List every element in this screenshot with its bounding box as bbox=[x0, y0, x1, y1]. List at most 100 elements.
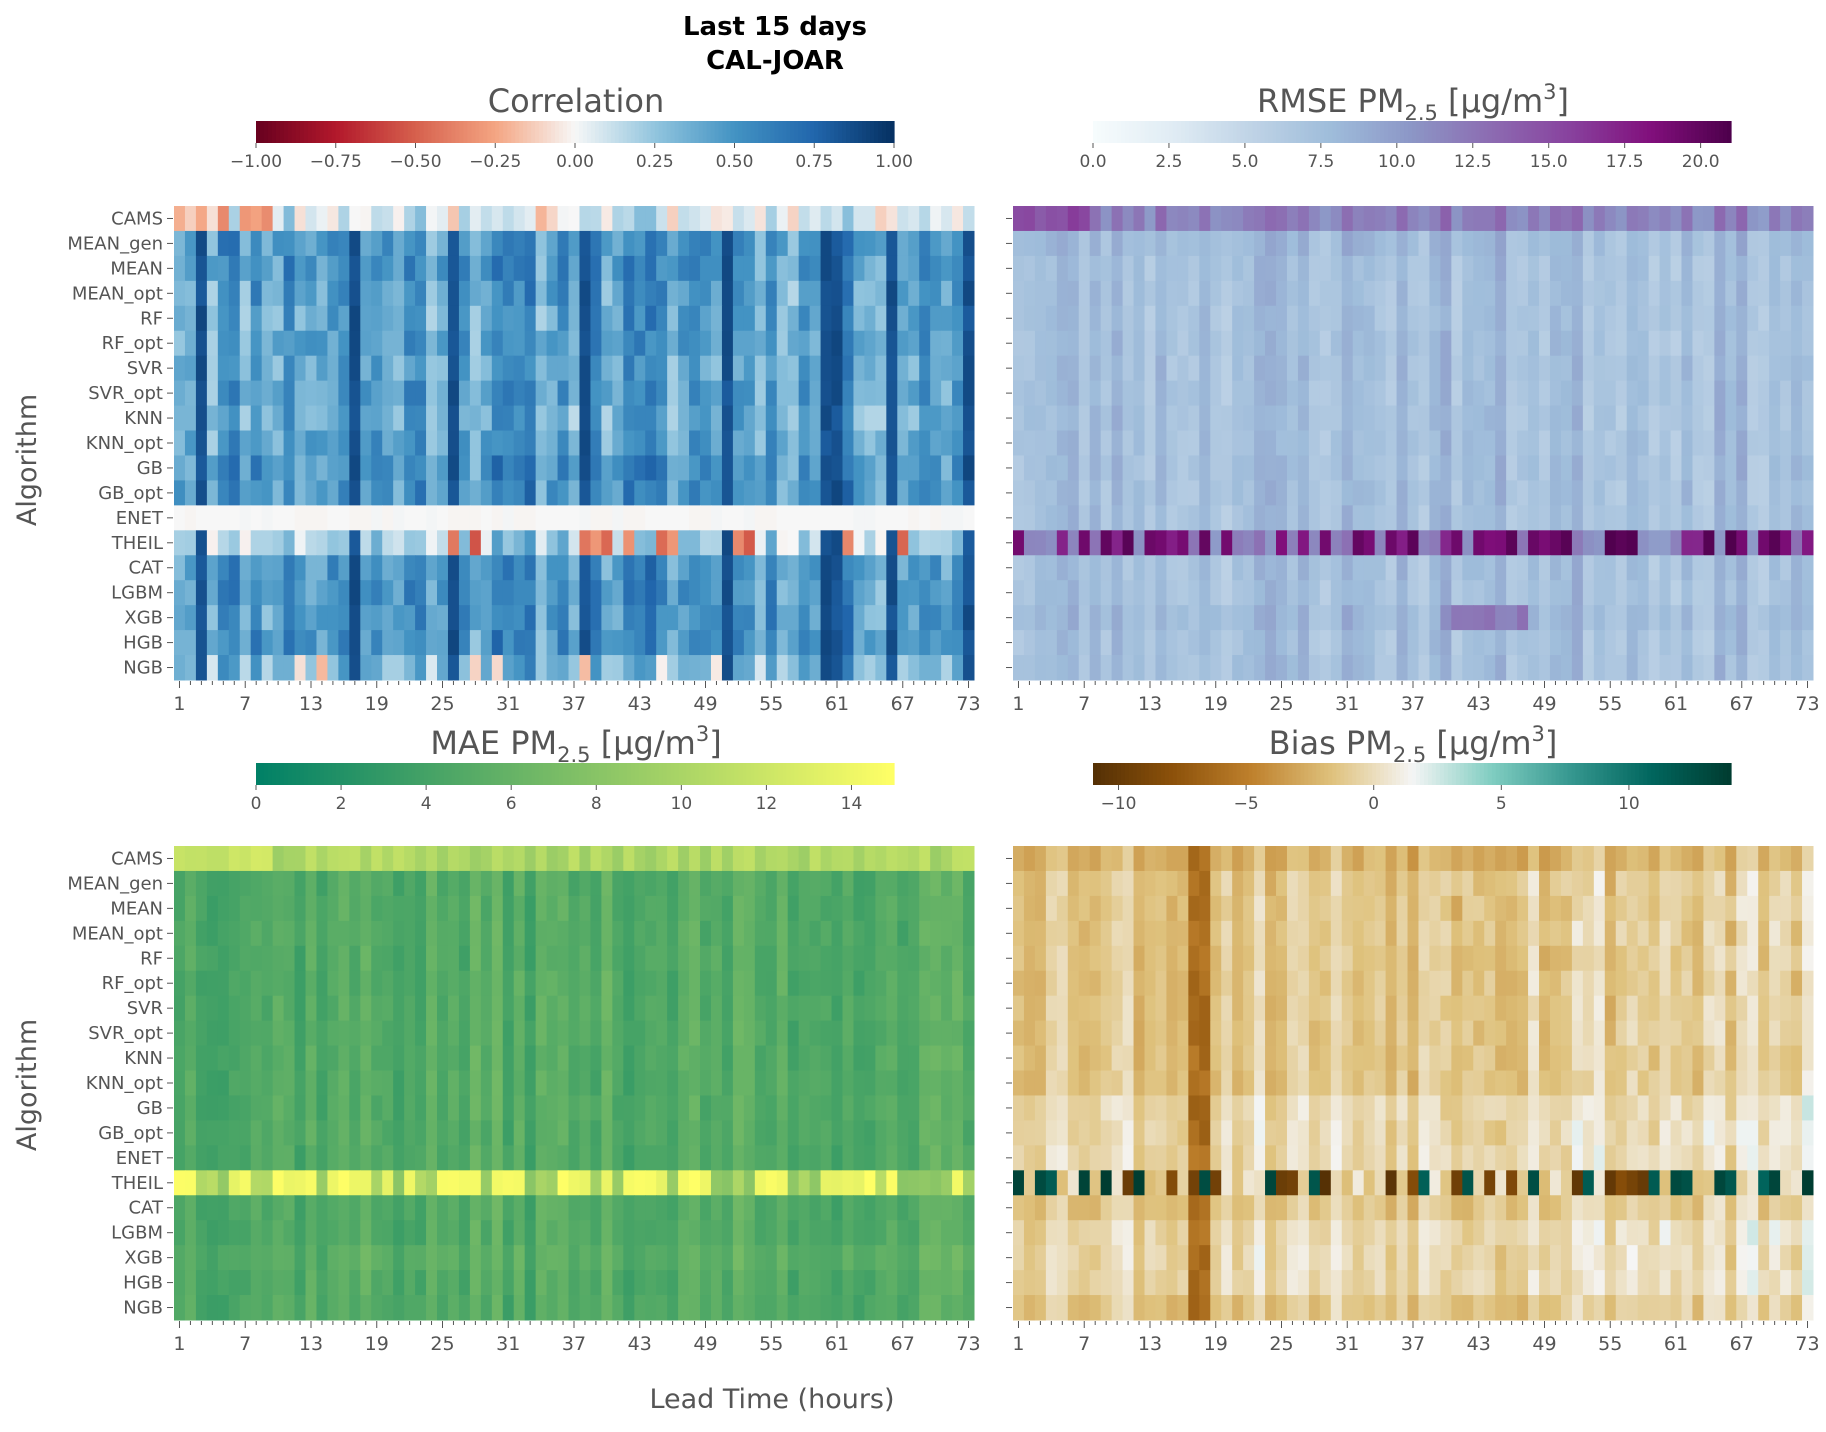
heatmap-cell bbox=[831, 305, 843, 332]
heatmap-cell bbox=[732, 380, 745, 407]
colorbar-segment bbox=[686, 121, 692, 143]
heatmap-cell bbox=[513, 1095, 526, 1121]
heatmap-cell bbox=[864, 1145, 876, 1171]
heatmap-cell bbox=[1067, 505, 1080, 531]
heatmap-cell bbox=[743, 945, 756, 972]
heatmap-cell bbox=[513, 870, 526, 897]
heatmap-cell bbox=[1495, 380, 1507, 407]
heatmap-cell bbox=[765, 230, 778, 257]
heatmap-cell bbox=[1571, 330, 1584, 357]
heatmap-cell bbox=[546, 255, 559, 282]
colorbar-segment bbox=[1455, 121, 1461, 143]
heatmap-cell bbox=[239, 1145, 252, 1171]
heatmap-cell bbox=[820, 1020, 833, 1047]
heatmap-cell bbox=[1736, 630, 1748, 656]
heatmap-cell bbox=[787, 305, 800, 332]
heatmap-cell bbox=[437, 1295, 449, 1321]
heatmap-cell bbox=[623, 630, 635, 656]
heatmap-cell bbox=[1758, 555, 1770, 581]
heatmap-cell bbox=[228, 1195, 241, 1221]
heatmap-cell bbox=[1495, 280, 1507, 307]
heatmap-cell bbox=[1188, 480, 1200, 506]
heatmap-cell bbox=[919, 430, 931, 456]
heatmap-cell bbox=[480, 1045, 493, 1072]
heatmap-cell bbox=[721, 480, 734, 506]
heatmap-cell bbox=[447, 630, 460, 656]
heatmap-cell bbox=[250, 380, 263, 407]
heatmap-cell bbox=[250, 630, 263, 656]
heatmap-cell bbox=[941, 580, 953, 606]
heatmap-cell bbox=[710, 380, 723, 407]
heatmap-cell bbox=[1692, 655, 1704, 681]
colorbar-segment bbox=[375, 121, 381, 143]
heatmap-cell bbox=[327, 255, 339, 282]
heatmap-cell bbox=[217, 605, 230, 631]
heatmap-cell bbox=[1023, 630, 1036, 656]
heatmap-cell bbox=[1199, 505, 1211, 531]
colorbar-segment bbox=[750, 121, 756, 143]
heatmap-cell bbox=[612, 380, 624, 407]
heatmap-cell bbox=[458, 580, 471, 606]
heatmap-cell bbox=[557, 605, 570, 631]
colorbar-segment bbox=[1168, 121, 1174, 143]
heatmap-cell bbox=[206, 230, 219, 257]
heatmap-cell bbox=[1780, 405, 1792, 432]
heatmap-cell bbox=[513, 405, 526, 432]
heatmap-cell bbox=[1539, 480, 1551, 506]
colorbar-segment bbox=[1192, 121, 1198, 143]
heatmap-cell bbox=[557, 280, 570, 307]
heatmap-cell bbox=[1013, 230, 1025, 257]
heatmap-cell bbox=[656, 1195, 668, 1221]
heatmap-cell bbox=[886, 655, 898, 681]
heatmap-cell bbox=[1013, 255, 1025, 282]
heatmap-cell bbox=[798, 995, 811, 1022]
colorbar-segment bbox=[1487, 121, 1493, 143]
heatmap-cell bbox=[820, 555, 833, 581]
heatmap-cell bbox=[261, 1145, 274, 1171]
heatmap-cell bbox=[1670, 355, 1682, 382]
colorbar-segment bbox=[1260, 121, 1266, 143]
heatmap-cell bbox=[535, 380, 548, 407]
heatmap-cell bbox=[634, 1070, 646, 1096]
heatmap-cell bbox=[634, 1220, 646, 1246]
heatmap-cell bbox=[875, 995, 887, 1022]
heatmap-cell bbox=[1078, 580, 1091, 606]
heatmap-cell bbox=[853, 970, 865, 997]
colorbar-segment bbox=[1687, 121, 1692, 143]
heatmap-cell bbox=[316, 355, 328, 382]
heatmap-cell bbox=[1615, 380, 1628, 407]
heatmap-cell bbox=[1802, 255, 1814, 282]
heatmap-cell bbox=[1528, 255, 1540, 282]
heatmap-cell bbox=[360, 1145, 372, 1171]
colorbar-segment bbox=[443, 121, 448, 143]
heatmap-cell bbox=[809, 1095, 822, 1121]
colorbar-segment bbox=[1148, 121, 1154, 143]
heatmap-cell bbox=[798, 605, 811, 631]
heatmap-cell bbox=[820, 1295, 833, 1321]
heatmap-cell bbox=[1297, 255, 1310, 282]
heatmap-cell bbox=[875, 1270, 887, 1296]
heatmap-cell bbox=[623, 380, 635, 407]
heatmap-cell bbox=[1056, 380, 1069, 407]
heatmap-cell bbox=[447, 255, 460, 282]
heatmap-cell bbox=[721, 1195, 734, 1221]
colorbar-segment bbox=[1128, 121, 1134, 143]
heatmap-cell bbox=[1637, 580, 1650, 606]
heatmap-cell bbox=[513, 1220, 526, 1246]
heatmap-cell bbox=[908, 405, 920, 432]
heatmap-cell bbox=[206, 1120, 219, 1146]
heatmap-cell bbox=[1286, 255, 1299, 282]
heatmap-cell bbox=[1659, 430, 1672, 456]
colorbar-segment bbox=[742, 763, 748, 785]
y-tick-label: GB bbox=[137, 1098, 163, 1119]
heatmap-cell bbox=[261, 870, 274, 897]
heatmap-cell bbox=[667, 605, 679, 631]
heatmap-cell bbox=[919, 1070, 931, 1096]
heatmap-cell bbox=[1451, 530, 1463, 556]
heatmap-cell bbox=[623, 280, 635, 307]
heatmap-cell bbox=[1473, 580, 1485, 606]
heatmap-cell bbox=[1232, 305, 1244, 332]
heatmap-cell bbox=[678, 355, 690, 382]
heatmap-cell bbox=[568, 555, 580, 581]
colorbar-segment bbox=[563, 121, 568, 143]
